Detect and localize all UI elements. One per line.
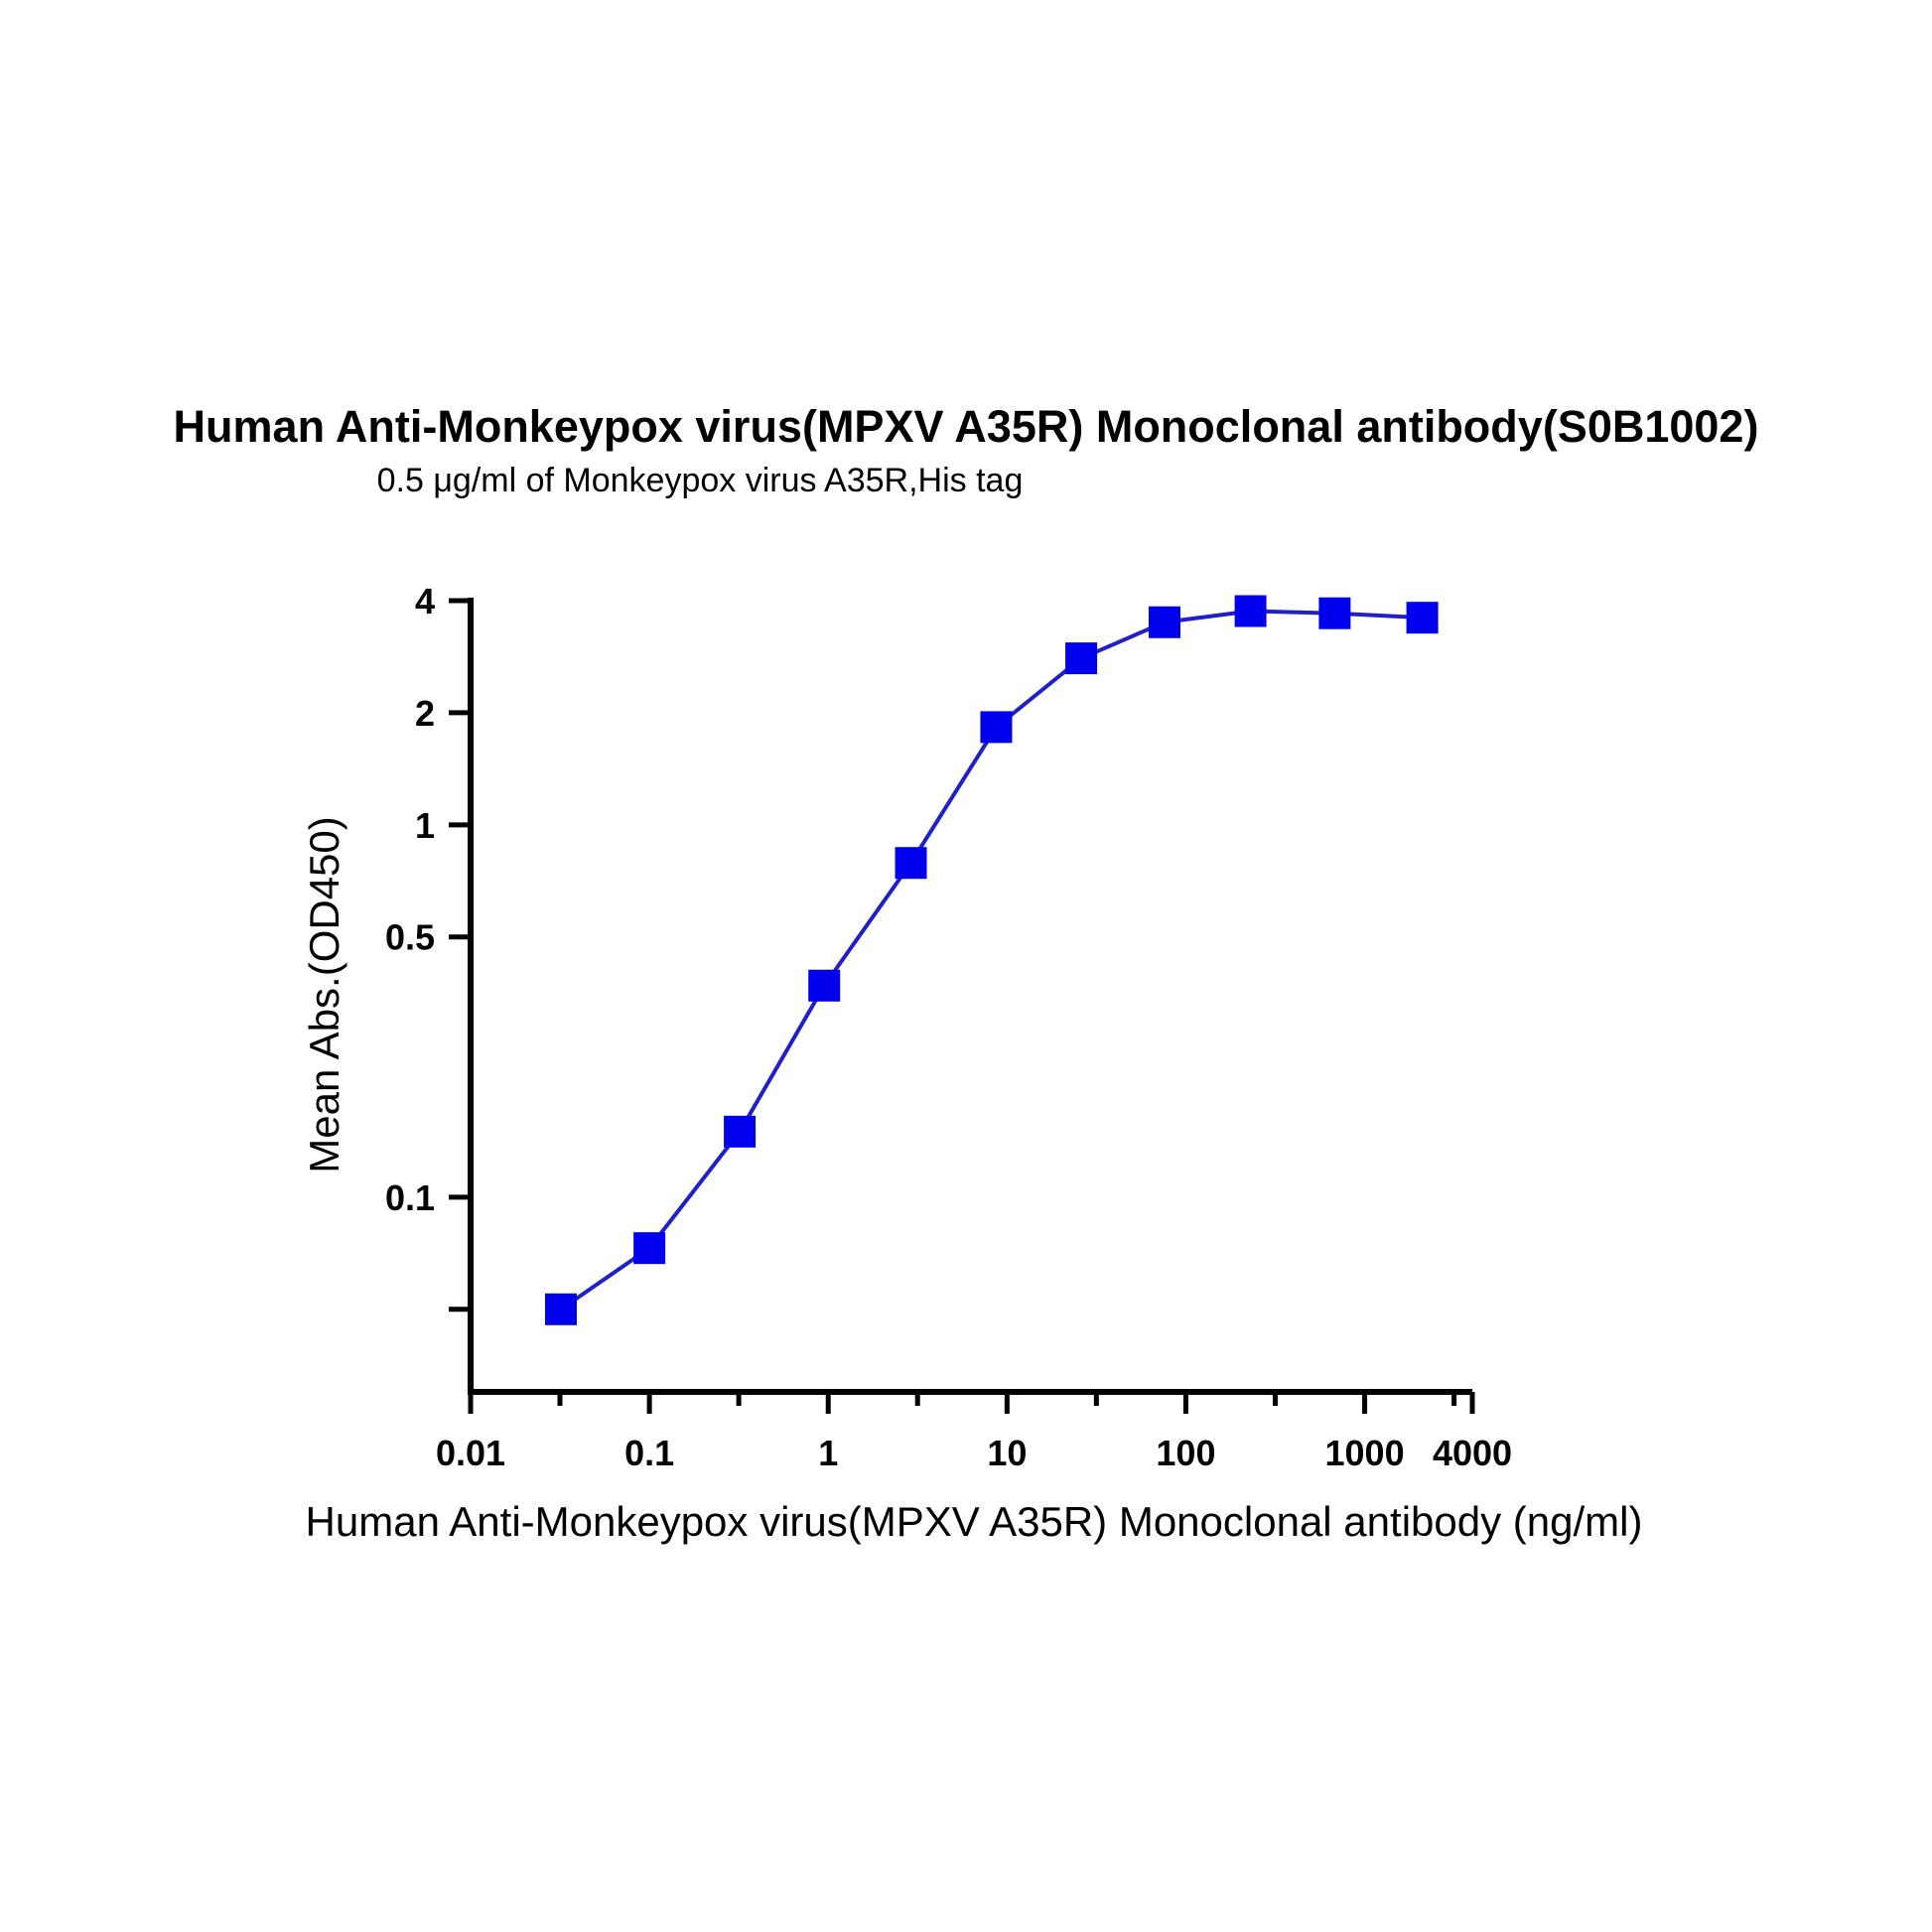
data-point [895,847,927,880]
data-point [980,711,1013,744]
data-point [808,969,841,1002]
y-tick-label: 1 [415,805,435,846]
chart-subtitle: 0.5 μg/ml of Monkeypox virus A35R,His ta… [377,462,1024,499]
x-tick-label: 100 [1156,1433,1215,1473]
data-point [1406,602,1439,634]
x-tick-label: 4000 [1433,1433,1512,1473]
y-tick-label: 0.5 [385,917,435,958]
chart-title: Human Anti-Monkeypox virus(MPXV A35R) Mo… [174,401,1759,452]
y-tick-label: 2 [415,693,435,734]
x-tick-label: 10 [987,1433,1027,1473]
x-tick-label: 0.1 [624,1433,674,1473]
plot-area: 0.01 0.1 1 10 100 1000 4000 4 2 1 0.5 0.1 [385,581,1512,1473]
y-tick-label: 0.1 [385,1177,435,1218]
x-tick-label: 1000 [1325,1433,1405,1473]
data-point [1065,642,1098,675]
data-point [724,1115,757,1148]
data-point [633,1232,666,1265]
x-tick-label: 1 [818,1433,838,1473]
x-tick-label: 0.01 [436,1433,505,1473]
data-point [1234,595,1267,627]
y-tick-label: 4 [415,581,435,621]
data-point [544,1293,577,1325]
data-point [1148,606,1180,638]
data-point [1318,597,1351,629]
y-axis-label: Mean Abs.(OD450) [301,816,347,1173]
x-axis-label: Human Anti-Monkeypox virus(MPXV A35R) Mo… [306,1498,1643,1545]
